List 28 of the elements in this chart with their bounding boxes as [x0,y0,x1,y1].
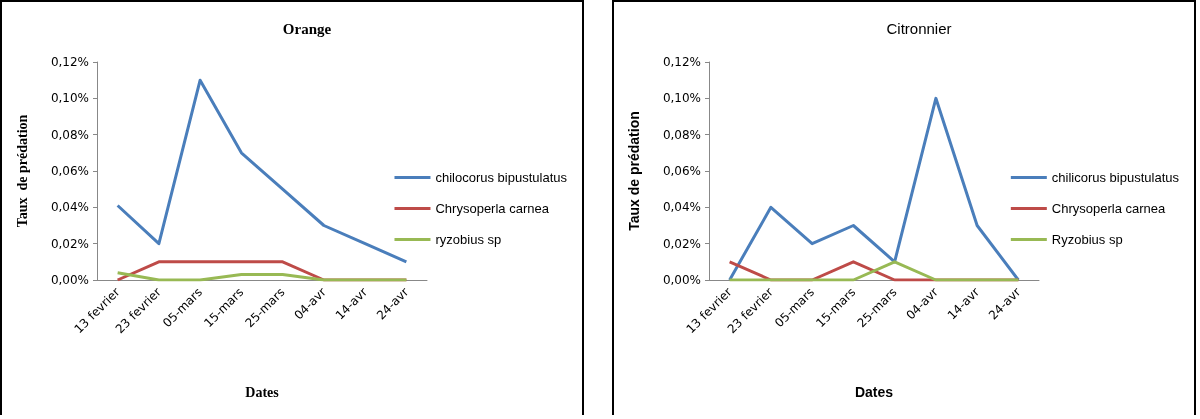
y-tick-label: 0,04% [50,200,89,215]
y-tick-label: 0,00% [50,273,89,287]
legend-label: chilocorus bipustulatus [435,170,568,185]
line-series [728,96,1020,282]
y-tick-label: 0,12% [662,55,701,69]
y-tick-label: 0,06% [662,164,701,178]
y-tick-label: 0,04% [662,200,701,215]
legend-label: Ryzobius sp [1051,232,1123,247]
y-tick-label: 0,02% [662,236,701,251]
y-tick-label: 0,08% [50,127,89,142]
legend-label: Chrysoperla carnea [435,201,550,216]
y-tick-label: 0,08% [662,127,701,142]
chart-title: Citronnier [886,20,952,37]
chart-title: Orange [282,20,332,37]
legend-label: ryzobius sp [435,232,502,247]
y-tick-label: 0,06% [50,164,89,178]
x-axis-title: Dates [245,384,280,400]
y-tick-label: 0,12% [50,55,89,69]
y-tick-label: 0,00% [662,273,701,287]
y-axis-title: Taux de prédation [626,111,642,231]
line-series [116,78,408,264]
y-tick-label: 0,10% [662,91,701,106]
y-axis-title: Taux de prédation [14,114,30,228]
y-tick-label: 0,10% [50,91,89,106]
x-axis-title: Dates [854,384,894,400]
y-tick-label: 0,02% [50,236,89,251]
legend-label: Chrysoperla carnea [1051,201,1167,216]
legend-label: chilicorus bipustulatus [1051,170,1180,185]
